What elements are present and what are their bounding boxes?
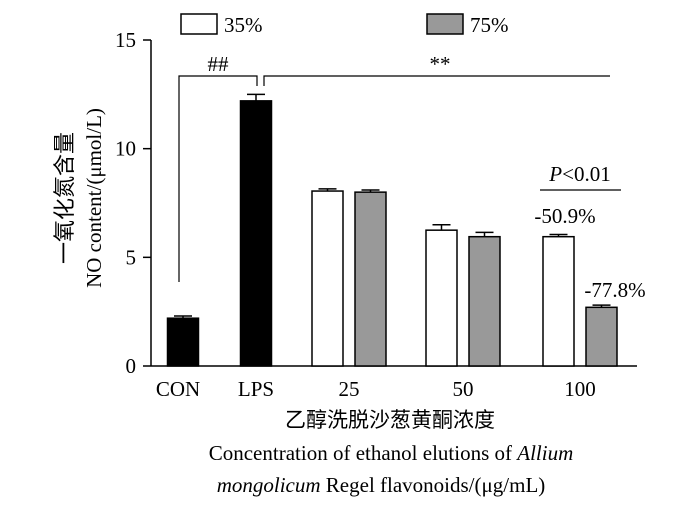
legend-swatch-35: [180, 13, 218, 35]
legend-label-35: 35%: [224, 13, 263, 37]
legend-label-75: 75%: [470, 13, 509, 37]
x-axis-label-line2-italic: mongolicum: [217, 473, 321, 497]
100-bar-35pct: [542, 235, 575, 367]
x-tick-label: 25: [339, 377, 360, 401]
y-tick-label: 15: [115, 28, 136, 52]
x-axis-label-line2: mongolicum Regel flavonoids/(μg/mL): [217, 473, 546, 497]
y-axis-label: NO content/(μmol/L): [82, 108, 106, 288]
annotation-pct-75: -77.8%: [584, 278, 645, 302]
con-bar: [166, 317, 200, 367]
annotation-stars: **: [430, 52, 451, 76]
25-bar-35pct: [311, 190, 344, 367]
annotation-pct-35: -50.9%: [534, 204, 595, 228]
x-axis-label-line1-italic: Allium: [515, 441, 573, 465]
50-bar-75pct: [468, 235, 501, 367]
x-axis-label-line1: Concentration of ethanol elutions of All…: [209, 441, 574, 465]
legend-swatch-75: [426, 13, 464, 35]
annotation-pvalue: P<0.01: [548, 162, 610, 186]
100-bar-75pct: [585, 306, 618, 367]
x-axis: CON LPS 25 50 100 乙醇洗脱沙葱黄酮浓度 Concentration o…: [151, 365, 637, 497]
x-tick-label: CON: [156, 377, 200, 401]
x-tick-label: 100: [564, 377, 596, 401]
x-axis-label-line1-text: Concentration of ethanol elutions of: [209, 441, 518, 465]
y-axis-label-cn: 一氧化氮含量: [53, 132, 78, 264]
x-axis-label-cn: 乙醇洗脱沙葱黄酮浓度: [285, 408, 495, 432]
annotation-pvalue-p: P: [548, 162, 562, 186]
bracket-lps-treated: [263, 75, 610, 86]
25-bar-75pct: [354, 191, 387, 367]
y-tick-label: 10: [115, 137, 136, 161]
bracket-con-lps: [178, 75, 258, 282]
x-axis-label-line2-text: Regel flavonoids/(μg/mL): [321, 473, 546, 497]
y-axis: 0 5 10 15 一氧化氮含量 NO content/(μmol/L): [53, 28, 152, 378]
y-ticks: 0 5 10 15: [115, 28, 151, 378]
y-tick-label: 5: [126, 245, 137, 269]
significance-brackets: [178, 75, 621, 282]
annotation-pvalue-rest: <0.01: [562, 162, 611, 186]
legend: 35% 75%: [180, 13, 509, 37]
x-tick-labels: CON LPS 25 50 100: [156, 377, 596, 401]
bars: [166, 93, 618, 367]
lps-bar: [239, 100, 273, 367]
y-tick-label: 0: [126, 354, 137, 378]
annotation-hash: ##: [208, 52, 230, 76]
50-bar-35pct: [425, 229, 458, 367]
x-tick-label: 50: [453, 377, 474, 401]
x-tick-label: LPS: [238, 377, 274, 401]
